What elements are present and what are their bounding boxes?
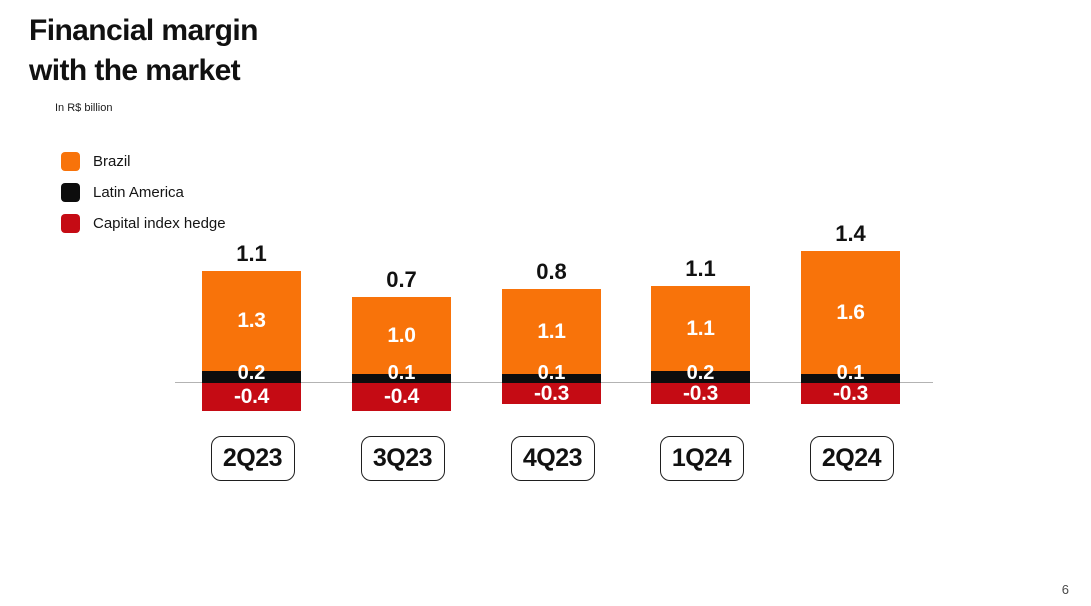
bar-segment-brazil: 1.1 [651, 286, 750, 371]
segment-value-label: 0.1 [387, 362, 416, 384]
chart-legend: Brazil Latin America Capital index hedge [61, 152, 226, 245]
bar-total-label: 0.7 [386, 267, 417, 292]
legend-swatch-brazil [61, 152, 80, 171]
page-number: 6 [1061, 582, 1069, 597]
segment-value-label: -0.3 [534, 381, 569, 405]
legend-label: Latin America [93, 184, 184, 201]
segment-value-label: 1.1 [537, 319, 566, 343]
bar-total-label: 1.1 [236, 241, 267, 266]
bar-segment-brazil: 1.6 [801, 251, 900, 374]
bar-group-2q23: 1.1 1.3 0.2 -0.4 [202, 0, 301, 606]
bar-segment-latin-america [202, 371, 301, 383]
bar-segment-capital-index-hedge: -0.4 [352, 383, 451, 411]
page-title: Financial margin with the market [29, 11, 258, 91]
bar-group-1q24: 1.1 1.1 0.2 -0.3 [651, 0, 750, 606]
page-title-line1: Financial margin [29, 14, 258, 47]
segment-value-label: 1.3 [237, 309, 266, 332]
bar-segment-capital-index-hedge: -0.4 [202, 383, 301, 411]
page-title-line2: with the market [29, 54, 241, 87]
segment-value-label: 0.2 [237, 362, 266, 384]
legend-label: Capital index hedge [93, 215, 226, 232]
segment-value-label: 0.2 [686, 362, 715, 384]
segment-value-label: 1.1 [686, 316, 715, 340]
segment-value-label: -0.3 [833, 381, 868, 405]
bar-total-label: 1.4 [835, 221, 866, 246]
bar-segment-capital-index-hedge: -0.3 [502, 381, 601, 405]
bar-total-label: 1.1 [685, 256, 716, 281]
segment-value-label: 1.6 [836, 300, 865, 324]
bar-segment-brazil: 1.0 [352, 297, 451, 374]
bar-segment-latin-america [352, 374, 451, 383]
legend-item-latin-america: Latin America [61, 183, 226, 202]
bar-group-3q23: 0.7 1.0 0.1 -0.4 [352, 0, 451, 606]
legend-label: Brazil [93, 153, 131, 170]
bar-total-label: 0.8 [536, 259, 567, 284]
bar-segment-brazil: 1.3 [202, 271, 301, 371]
segment-value-label: -0.4 [384, 385, 419, 408]
quarter-label-1q24: 1Q24 [659, 436, 744, 481]
quarter-label-4q23: 4Q23 [510, 436, 595, 481]
bar-segment-latin-america [651, 371, 750, 383]
bar-segment-brazil: 1.1 [502, 289, 601, 374]
legend-swatch-capital-index-hedge [61, 214, 80, 233]
bar-segment-capital-index-hedge: -0.3 [651, 381, 750, 405]
legend-item-capital-index-hedge: Capital index hedge [61, 214, 226, 233]
bar-segment-latin-america [502, 374, 601, 383]
quarter-label-2q24: 2Q24 [809, 436, 894, 481]
bar-segment-capital-index-hedge: -0.3 [801, 381, 900, 405]
segment-value-label: 0.1 [836, 362, 865, 384]
quarter-label-2q23: 2Q23 [210, 436, 295, 481]
bar-segment-latin-america [801, 374, 900, 383]
bar-group-2q24: 1.4 1.6 0.1 -0.3 [801, 0, 900, 606]
bar-group-4q23: 0.8 1.1 0.1 -0.3 [502, 0, 601, 606]
segment-value-label: 1.0 [387, 323, 416, 347]
segment-value-label: -0.3 [683, 381, 718, 405]
unit-note: In R$ billion [55, 102, 113, 114]
segment-value-label: -0.4 [234, 385, 269, 408]
segment-value-label: 0.1 [537, 362, 566, 384]
legend-swatch-latin-america [61, 183, 80, 202]
legend-item-brazil: Brazil [61, 152, 226, 171]
quarter-label-3q23: 3Q23 [360, 436, 445, 481]
